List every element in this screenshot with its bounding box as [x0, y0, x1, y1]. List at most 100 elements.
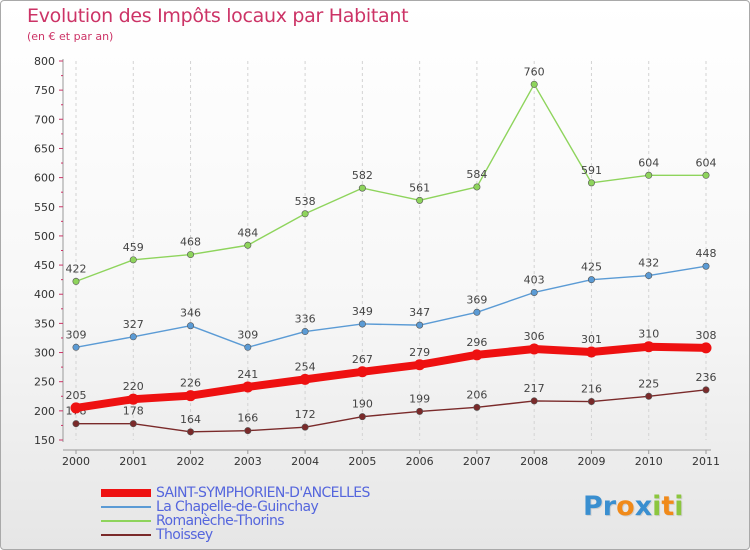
y-tick-label-650: 650 [34, 142, 55, 155]
legend-swatch [101, 506, 151, 508]
x-tick-label-2007: 2007 [463, 455, 491, 468]
data-label-saint-symphorien-d-ancelles-2003: 241 [237, 368, 258, 381]
data-point-thoissey-2011 [702, 386, 710, 394]
data-point-roman-che-thorins-2000 [72, 277, 80, 285]
data-label-thoissey-2008: 217 [524, 382, 545, 395]
data-point-saint-symphorien-d-ancelles-2007 [471, 349, 483, 361]
data-label-roman-che-thorins-2005: 582 [352, 169, 373, 182]
data-point-la-chapelle-de-guinchay-2000 [72, 343, 80, 351]
data-point-la-chapelle-de-guinchay-2001 [129, 333, 137, 341]
x-tick-label-2003: 2003 [234, 455, 262, 468]
data-point-saint-symphorien-d-ancelles-2006 [414, 359, 426, 371]
data-point-thoissey-2000 [72, 420, 80, 428]
data-point-thoissey-2001 [129, 420, 137, 428]
x-tick-label-2005: 2005 [348, 455, 376, 468]
y-tick-label-750: 750 [34, 84, 55, 97]
data-label-la-chapelle-de-guinchay-2008: 403 [524, 273, 545, 286]
x-tick-label-2006: 2006 [406, 455, 434, 468]
legend-swatch [101, 534, 151, 536]
data-point-thoissey-2007 [473, 403, 481, 411]
data-label-roman-che-thorins-2001: 459 [123, 241, 144, 254]
x-tick-label-2010: 2010 [635, 455, 663, 468]
x-tick-label-2002: 2002 [177, 455, 205, 468]
y-tick-label-550: 550 [34, 201, 55, 214]
data-point-roman-che-thorins-2002 [187, 251, 195, 259]
data-label-thoissey-2010: 225 [638, 377, 659, 390]
data-label-saint-symphorien-d-ancelles-2002: 226 [180, 377, 201, 390]
data-label-roman-che-thorins-2000: 422 [66, 262, 87, 275]
data-point-thoissey-2008 [530, 397, 538, 405]
data-point-la-chapelle-de-guinchay-2010 [645, 272, 653, 280]
data-label-la-chapelle-de-guinchay-2005: 349 [352, 305, 373, 318]
data-point-roman-che-thorins-2010 [645, 171, 653, 179]
data-point-la-chapelle-de-guinchay-2002 [187, 322, 195, 330]
legend-swatch [101, 520, 151, 522]
x-tick-label-2001: 2001 [119, 455, 147, 468]
data-label-saint-symphorien-d-ancelles-2007: 296 [466, 336, 487, 349]
data-label-saint-symphorien-d-ancelles-2004: 254 [295, 360, 316, 373]
data-label-roman-che-thorins-2007: 584 [466, 168, 487, 181]
data-label-saint-symphorien-d-ancelles-2001: 220 [123, 380, 144, 393]
data-label-thoissey-2005: 190 [352, 398, 373, 411]
data-point-thoissey-2005 [358, 413, 366, 421]
x-tick-label-2004: 2004 [291, 455, 319, 468]
data-point-thoissey-2009 [587, 398, 595, 406]
y-tick-label-600: 600 [34, 172, 55, 185]
data-point-roman-che-thorins-2006 [416, 196, 424, 204]
data-point-roman-che-thorins-2009 [587, 179, 595, 187]
data-label-la-chapelle-de-guinchay-2006: 347 [409, 306, 430, 319]
data-label-saint-symphorien-d-ancelles-2009: 301 [581, 333, 602, 346]
data-label-la-chapelle-de-guinchay-2009: 425 [581, 261, 602, 274]
data-label-roman-che-thorins-2006: 561 [409, 181, 430, 194]
data-label-saint-symphorien-d-ancelles-2008: 306 [524, 330, 545, 343]
data-point-saint-symphorien-d-ancelles-2008 [528, 343, 540, 355]
data-point-roman-che-thorins-2003 [244, 241, 252, 249]
data-label-saint-symphorien-d-ancelles-2006: 279 [409, 346, 430, 359]
data-point-roman-che-thorins-2001 [129, 256, 137, 264]
data-label-la-chapelle-de-guinchay-2001: 327 [123, 318, 144, 331]
x-tick-label-2008: 2008 [520, 455, 548, 468]
data-label-saint-symphorien-d-ancelles-2000: 205 [66, 389, 87, 402]
data-point-la-chapelle-de-guinchay-2004 [301, 328, 309, 336]
data-point-la-chapelle-de-guinchay-2005 [358, 320, 366, 328]
data-label-thoissey-2004: 172 [295, 408, 316, 421]
data-label-roman-che-thorins-2002: 468 [180, 236, 201, 249]
y-tick-label-200: 200 [34, 405, 55, 418]
data-label-thoissey-2003: 166 [237, 412, 258, 425]
y-tick-label-350: 350 [34, 317, 55, 330]
data-label-roman-che-thorins-2004: 538 [295, 195, 316, 208]
data-label-la-chapelle-de-guinchay-2004: 336 [295, 313, 316, 326]
data-point-thoissey-2003 [244, 427, 252, 435]
data-point-thoissey-2004 [301, 423, 309, 431]
y-tick-label-250: 250 [34, 376, 55, 389]
series-line-roman-che-thorins [75, 83, 707, 283]
data-point-la-chapelle-de-guinchay-2009 [587, 276, 595, 284]
data-point-saint-symphorien-d-ancelles-2009 [585, 346, 597, 358]
data-label-la-chapelle-de-guinchay-2003: 309 [237, 328, 258, 341]
data-point-la-chapelle-de-guinchay-2008 [530, 288, 538, 296]
data-label-roman-che-thorins-2008: 760 [524, 65, 545, 78]
data-label-la-chapelle-de-guinchay-2007: 369 [466, 293, 487, 306]
data-point-saint-symphorien-d-ancelles-2004 [299, 373, 311, 385]
y-tick-label-800: 800 [34, 55, 55, 68]
data-label-saint-symphorien-d-ancelles-2010: 310 [638, 328, 659, 341]
data-point-la-chapelle-de-guinchay-2007 [473, 308, 481, 316]
y-tick-label-700: 700 [34, 113, 55, 126]
x-tick-label-2000: 2000 [62, 455, 90, 468]
data-label-saint-symphorien-d-ancelles-2011: 308 [696, 329, 717, 342]
data-label-thoissey-2001: 178 [123, 405, 144, 418]
data-label-saint-symphorien-d-ancelles-2005: 267 [352, 353, 373, 366]
legend-label: SAINT-SYMPHORIEN-D'ANCELLES [156, 485, 370, 501]
legend-label: La Chapelle-de-Guinchay [156, 499, 319, 515]
data-point-la-chapelle-de-guinchay-2006 [416, 321, 424, 329]
series-line-saint-symphorien-d-ancelles [72, 342, 710, 412]
data-point-saint-symphorien-d-ancelles-2005 [356, 366, 368, 378]
data-label-thoissey-2007: 206 [466, 388, 487, 401]
y-tick-label-300: 300 [34, 347, 55, 360]
data-point-saint-symphorien-d-ancelles-2003 [242, 381, 254, 393]
data-label-thoissey-2009: 216 [581, 383, 602, 396]
data-point-roman-che-thorins-2008 [530, 80, 538, 88]
data-point-thoissey-2010 [645, 392, 653, 400]
data-point-roman-che-thorins-2011 [702, 171, 710, 179]
data-label-la-chapelle-de-guinchay-2011: 448 [696, 247, 717, 260]
